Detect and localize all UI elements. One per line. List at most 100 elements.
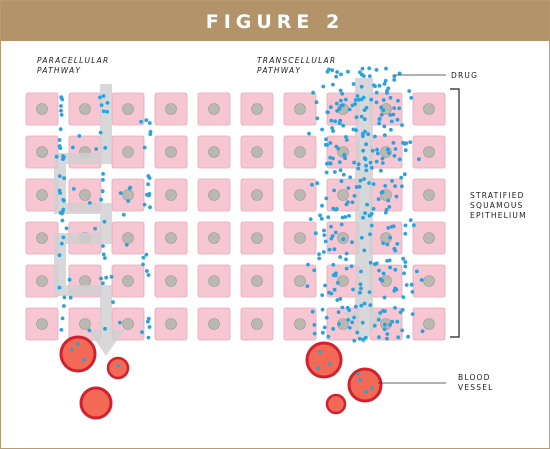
drug-particle — [355, 330, 360, 335]
drug-particle — [326, 334, 331, 339]
drug-particle — [385, 242, 390, 247]
drug-particle — [321, 250, 326, 254]
drug-particle — [385, 259, 389, 263]
drug-particle — [359, 84, 364, 89]
blood-vessel-label-line2: VESSEL — [458, 383, 494, 392]
drug-particle — [94, 147, 99, 151]
drug-particle — [392, 154, 397, 158]
drug-particle — [383, 322, 387, 327]
drug-particle — [312, 268, 317, 273]
cell-nucleus — [251, 275, 263, 287]
cell-nucleus — [423, 275, 435, 287]
drug-particle — [61, 235, 66, 240]
drug-particle — [148, 129, 153, 134]
drug-particle — [361, 148, 365, 153]
drug-particle — [99, 197, 103, 202]
drug-particle — [326, 215, 331, 220]
drug-particle — [366, 132, 371, 137]
drug-particle — [353, 102, 357, 106]
cell-nucleus — [208, 232, 220, 244]
transcellular-label-line1: TRANSCELLULAR — [257, 56, 336, 65]
drug-particle — [61, 157, 65, 162]
cell-nucleus — [79, 103, 91, 115]
cell-nucleus — [79, 275, 91, 287]
drug-particle — [352, 160, 356, 165]
drug-particle — [142, 202, 147, 207]
drug-particle — [347, 214, 351, 218]
drug-particle — [305, 284, 310, 288]
drug-particle — [344, 138, 349, 142]
drug-particle — [323, 239, 328, 244]
cell-nucleus — [36, 189, 48, 201]
drug-particle — [359, 114, 364, 119]
drug-particle — [338, 255, 343, 259]
drug-particle — [376, 317, 381, 322]
drug-particle — [118, 320, 122, 325]
drug-particle — [351, 287, 355, 292]
drug-particle — [357, 97, 361, 102]
drug-particle — [109, 274, 114, 279]
drug-particle — [320, 203, 324, 208]
cell-nucleus — [165, 103, 177, 115]
drug-particle — [358, 178, 363, 183]
drug-particle — [312, 323, 317, 327]
drug-particle — [383, 309, 387, 313]
drug-particle — [331, 156, 335, 161]
drug-particle — [389, 119, 394, 124]
drug-particle — [103, 146, 108, 150]
drug-particle — [59, 104, 63, 108]
cell-nucleus — [423, 232, 435, 244]
drug-particle — [363, 335, 368, 340]
drug-particle — [395, 117, 400, 122]
drug-particle — [141, 255, 146, 260]
drug-particle — [368, 232, 372, 237]
drug-particle — [62, 176, 66, 181]
drug-particle — [54, 154, 59, 159]
epithelium-label-line1: STRATIFIED — [470, 191, 525, 200]
drug-particle — [324, 315, 329, 320]
drug-particle — [359, 286, 363, 291]
drug-particle — [339, 222, 344, 227]
drug-particle — [100, 189, 105, 194]
drug-particle — [417, 157, 421, 162]
drug-particle — [393, 184, 397, 189]
drug-particle — [403, 260, 408, 264]
drug-particle — [101, 109, 106, 114]
drug-particle — [306, 262, 310, 267]
drug-particle — [340, 305, 345, 310]
drug-particle — [351, 82, 356, 86]
cell-nucleus — [294, 146, 306, 158]
cell-nucleus — [79, 189, 91, 201]
drug-particle — [355, 94, 360, 98]
drug-particle — [318, 350, 322, 354]
drug-particle — [362, 248, 367, 253]
drug-particle — [308, 217, 313, 222]
cell-nucleus — [36, 103, 48, 115]
drug-particle — [311, 90, 315, 95]
drug-particles-in-vessels — [70, 342, 374, 394]
drug-particle — [398, 310, 403, 315]
drug-particle — [378, 277, 383, 281]
blood-vessel-circle — [59, 335, 97, 373]
figure-header: FIGURE 2 — [1, 1, 549, 41]
drug-particle — [101, 172, 105, 176]
cell-nucleus — [294, 275, 306, 287]
drug-particle — [368, 260, 373, 265]
drug-particle — [319, 216, 324, 221]
drug-particle — [381, 271, 386, 276]
drug-particle — [101, 252, 106, 257]
drug-particle — [395, 242, 400, 246]
blood-vessel-circle — [305, 341, 343, 379]
drug-particle — [329, 236, 334, 241]
drug-particle — [328, 105, 333, 110]
drug-particle — [361, 131, 365, 136]
drug-particle — [332, 188, 336, 193]
cell-nucleus — [165, 146, 177, 158]
drug-particle — [64, 226, 69, 231]
drug-particle — [380, 161, 385, 165]
drug-particle — [377, 121, 381, 126]
drug-particle — [340, 91, 345, 96]
cell-nucleus — [208, 146, 220, 158]
drug-particle — [400, 308, 405, 312]
